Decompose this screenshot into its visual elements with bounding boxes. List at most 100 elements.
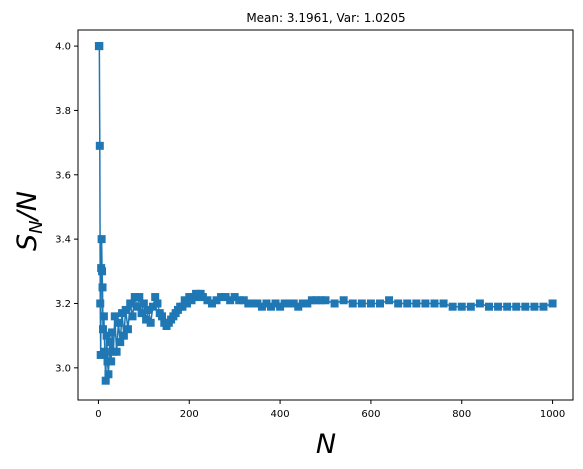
data-point-marker [203, 296, 212, 305]
data-point-marker [146, 318, 155, 327]
data-point-marker [239, 296, 248, 305]
y-tick-label: 3.4 [55, 235, 71, 246]
data-point-marker [267, 302, 276, 311]
x-tick-label: 400 [271, 409, 290, 420]
data-point-marker [114, 318, 123, 327]
data-point-marker [100, 347, 109, 356]
y-axis-label-main: S [12, 234, 43, 251]
data-point-marker [151, 293, 160, 302]
data-point-marker [330, 299, 339, 308]
data-point-marker [298, 299, 307, 308]
data-point-marker [126, 299, 135, 308]
data-point-marker [105, 338, 114, 347]
data-point-marker [494, 302, 503, 311]
data-point-marker [403, 299, 412, 308]
data-point-marker [96, 350, 105, 359]
data-point-marker [503, 302, 512, 311]
data-point-marker [475, 299, 484, 308]
data-point-marker [119, 331, 128, 340]
data-point-marker [207, 299, 216, 308]
data-point-marker [285, 299, 294, 308]
data-point-marker [357, 299, 366, 308]
data-point-marker [548, 299, 557, 308]
data-point-marker [257, 302, 266, 311]
data-point-marker [321, 296, 330, 305]
x-tick-label: 800 [452, 409, 471, 420]
data-point-marker [276, 302, 285, 311]
data-point-marker [439, 299, 448, 308]
data-point-marker [97, 235, 106, 244]
data-point-marker [394, 299, 403, 308]
data-point-marker [412, 299, 421, 308]
y-axis-label-tail: /N [12, 191, 43, 222]
data-point-marker [99, 312, 108, 321]
data-point-marker [430, 299, 439, 308]
x-tick-label: 200 [180, 409, 199, 420]
y-axis: 3.0 3.2 3.4 3.6 3.8 4.0 [55, 42, 78, 374]
x-axis-label: N [316, 429, 336, 460]
data-point-marker [133, 302, 142, 311]
data-point-marker [158, 312, 167, 321]
data-point-marker [521, 302, 530, 311]
x-tick-label: 0 [95, 409, 101, 420]
data-point-marker [294, 302, 303, 311]
data-point-marker [421, 299, 430, 308]
y-tick-label: 3.6 [55, 170, 71, 181]
data-point-marker [110, 312, 119, 321]
data-point-marker [101, 376, 110, 385]
data-point-marker [104, 370, 113, 379]
data-point-marker [385, 296, 394, 305]
y-tick-label: 4.0 [55, 42, 71, 53]
data-point-marker [448, 302, 457, 311]
data-point-marker [235, 296, 244, 305]
data-point-marker [512, 302, 521, 311]
data-point-marker [98, 325, 107, 334]
data-point-marker [303, 299, 312, 308]
data-point-marker [466, 302, 475, 311]
data-point-marker [530, 302, 539, 311]
data-point-marker [539, 302, 548, 311]
data-point-marker [198, 293, 207, 302]
y-tick-label: 3.8 [55, 106, 71, 117]
data-point-marker [253, 299, 262, 308]
y-axis-label-sub: N [26, 220, 47, 233]
plot-area [94, 42, 557, 385]
data-point-marker [116, 338, 125, 347]
data-point-marker [121, 305, 130, 314]
data-point-marker [312, 296, 321, 305]
data-point-marker [484, 302, 493, 311]
x-tick-label: 600 [361, 409, 380, 420]
data-point-marker [289, 299, 298, 308]
data-point-marker [130, 293, 139, 302]
data-point-marker [95, 141, 104, 150]
data-point-marker [316, 296, 325, 305]
data-point-marker [137, 309, 146, 318]
data-point-marker [123, 325, 132, 334]
data-point-marker [271, 299, 280, 308]
data-point-marker [348, 299, 357, 308]
chart-title: Mean: 3.1961, Var: 1.0205 [246, 11, 405, 25]
y-tick-label: 3.0 [55, 363, 71, 374]
x-axis: 0 200 400 600 800 1000 [95, 400, 565, 420]
data-point-marker [457, 302, 466, 311]
data-point-marker [226, 296, 235, 305]
data-point-marker [96, 299, 105, 308]
data-point-marker [248, 299, 257, 308]
data-point-marker [98, 267, 107, 276]
data-point-marker [182, 299, 191, 308]
data-point-marker [139, 299, 148, 308]
data-point-marker [307, 296, 316, 305]
data-point-marker [102, 331, 111, 340]
data-point-marker [221, 293, 230, 302]
plot-frame [77, 29, 574, 401]
data-point-marker [112, 347, 121, 356]
data-point-marker [366, 299, 375, 308]
y-axis-label: SN/N [12, 191, 47, 251]
data-point-marker [128, 312, 137, 321]
data-point-marker [144, 305, 153, 314]
data-point-marker [339, 296, 348, 305]
data-point-marker [95, 42, 104, 51]
data-point-marker [98, 283, 107, 292]
data-point-marker [178, 302, 187, 311]
